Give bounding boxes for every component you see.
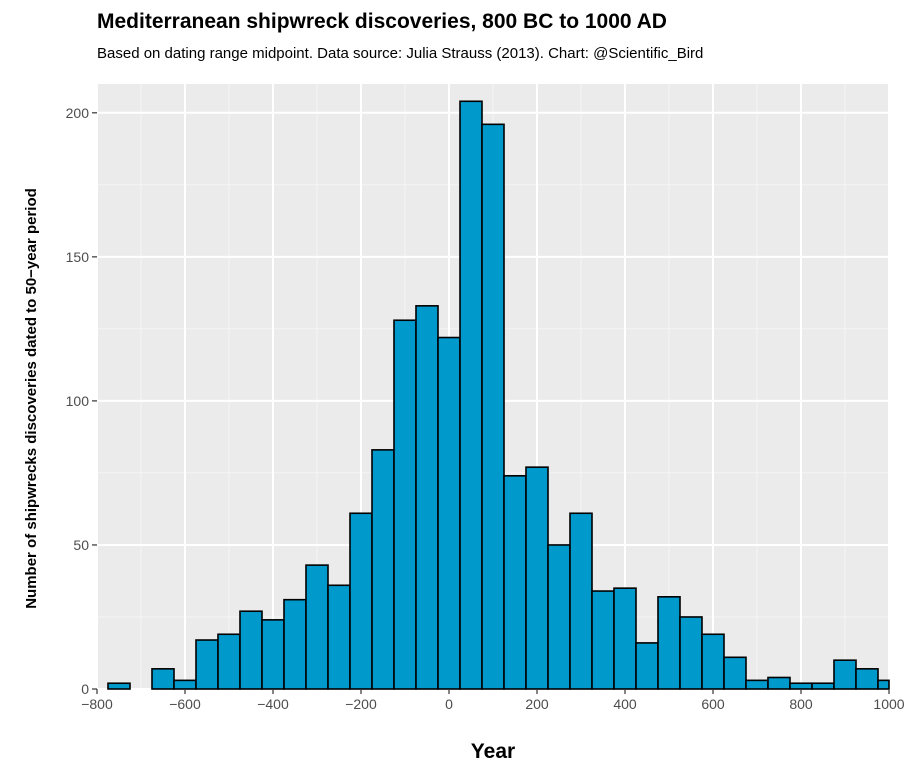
x-tick-label: 800 <box>789 696 813 712</box>
histogram-bar <box>569 512 593 690</box>
histogram-bar <box>679 616 703 690</box>
histogram-bar <box>503 475 527 690</box>
bars <box>107 100 890 690</box>
histogram-bar <box>723 656 747 690</box>
histogram-bar <box>745 679 769 690</box>
histogram-bar <box>635 642 659 690</box>
y-tick-label: 150 <box>66 249 90 265</box>
histogram-bar <box>657 596 681 690</box>
histogram-bar <box>481 123 505 690</box>
histogram-bar <box>151 668 175 690</box>
x-tick-label: −200 <box>345 696 377 712</box>
histogram-bar <box>239 610 263 690</box>
histogram-bar <box>327 584 351 690</box>
histogram-bar <box>767 676 791 690</box>
y-tick-label: 0 <box>81 681 89 697</box>
histogram-bar <box>393 319 417 690</box>
histogram-bar <box>877 679 890 690</box>
x-tick-label: −800 <box>81 696 113 712</box>
histogram-bar <box>173 679 197 690</box>
histogram-bar <box>789 682 813 690</box>
histogram-bar <box>349 512 373 690</box>
y-axis-title: Number of shipwrecks discoveries dated t… <box>23 188 40 609</box>
histogram-bar <box>855 668 879 690</box>
histogram-bar <box>459 100 483 690</box>
x-axis-title: Year <box>471 740 515 763</box>
histogram-bar <box>261 619 285 690</box>
chart-title: Mediterranean shipwreck discoveries, 800… <box>97 10 667 33</box>
histogram-bar <box>613 587 637 690</box>
y-tick-label: 200 <box>66 105 90 121</box>
histogram-bar <box>833 659 857 690</box>
x-tick-label: 600 <box>701 696 725 712</box>
y-tick-label: 50 <box>73 537 89 553</box>
x-tick-label: −400 <box>257 696 289 712</box>
histogram-bar <box>107 682 131 690</box>
histogram-bar <box>811 682 835 690</box>
histogram-bar <box>283 598 307 690</box>
histogram-bar <box>371 449 395 690</box>
histogram-bar <box>195 639 219 690</box>
y-tick-label: 100 <box>66 393 90 409</box>
x-tick-label: 400 <box>613 696 637 712</box>
x-tick-label: −600 <box>169 696 201 712</box>
x-tick-label: 1000 <box>873 696 904 712</box>
histogram-bar <box>547 544 571 690</box>
histogram-bar <box>701 633 725 690</box>
x-tick-label: 0 <box>445 696 453 712</box>
histogram-bar <box>437 336 461 690</box>
histogram-bar <box>415 305 439 690</box>
histogram-bar <box>591 590 615 690</box>
x-tick-label: 200 <box>525 696 549 712</box>
histogram-bar <box>217 633 241 690</box>
chart-subtitle: Based on dating range midpoint. Data sou… <box>97 45 704 62</box>
histogram-bar <box>525 466 549 690</box>
axes: −800 −600 −400 −200 0 200 400 600 800 1000 0 50 100 1… <box>66 105 905 712</box>
histogram-bar <box>305 564 329 690</box>
